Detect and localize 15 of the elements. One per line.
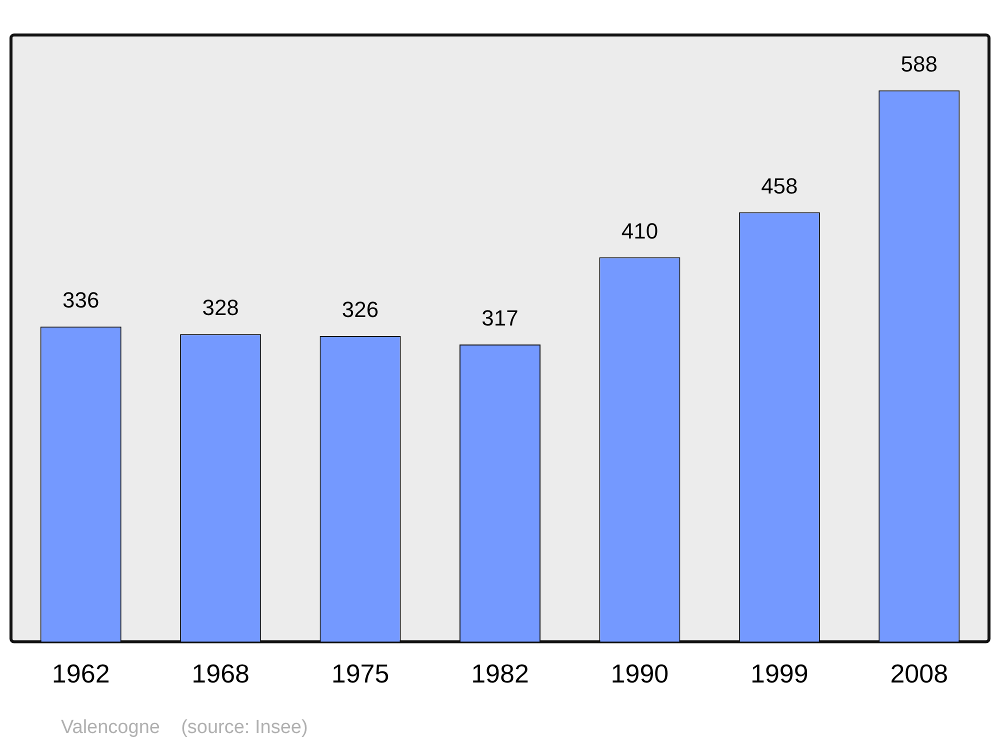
data-label: 326: [342, 297, 379, 322]
x-tick-label: 1968: [192, 658, 250, 689]
x-tick-label: 1962: [52, 658, 110, 689]
data-label: 588: [900, 51, 938, 76]
x-tick-label: 1999: [750, 658, 808, 689]
x-tick-label: 1982: [471, 658, 529, 689]
data-label: 328: [202, 295, 239, 320]
data-label: 410: [621, 218, 658, 244]
text: Valencogne (source: Insee): [61, 717, 308, 738]
data-label: 336: [62, 288, 100, 313]
x-tick-label: 1990: [610, 658, 669, 689]
x-tick-label: 2008: [890, 658, 948, 689]
data-label: 458: [761, 173, 798, 198]
x-tick-label: 1975: [331, 658, 390, 689]
data-label: 317: [482, 306, 518, 331]
